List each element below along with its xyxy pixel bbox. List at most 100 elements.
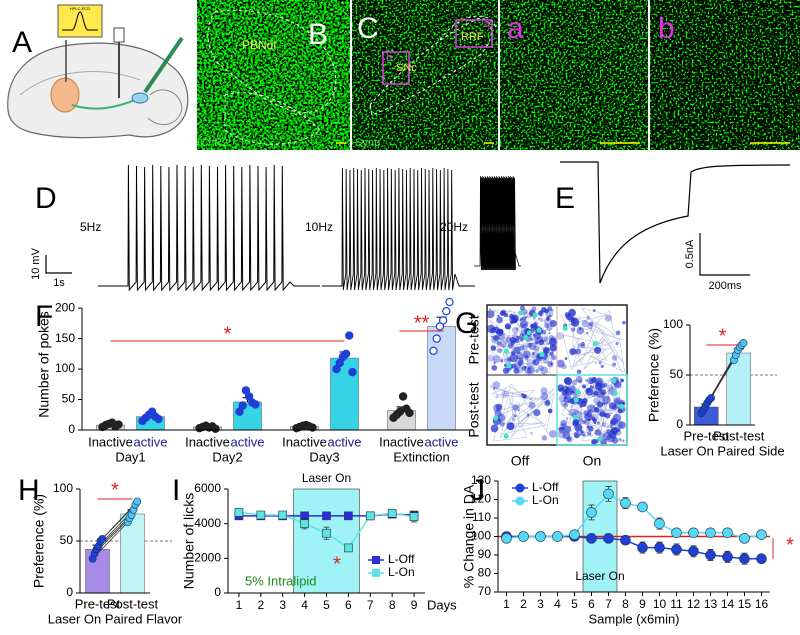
x-tick-label: 12 <box>687 597 701 611</box>
y-tick-label: 0 <box>676 417 683 431</box>
x-tick-label: 3 <box>537 597 544 611</box>
data-point <box>501 533 512 544</box>
data-point <box>344 543 353 553</box>
heatmap-blob <box>591 413 599 422</box>
heatmap-blob <box>538 339 545 345</box>
heatmap-blob <box>492 387 496 390</box>
heatmap-blob <box>600 388 607 396</box>
heatmap-blob <box>603 432 612 440</box>
shade-label: Laser On <box>575 569 624 583</box>
data-point <box>211 424 220 433</box>
box-label: a <box>484 18 491 30</box>
heatmap-blob <box>524 365 533 375</box>
heatmap-blob <box>615 427 621 433</box>
heatmap-blob <box>575 348 582 355</box>
y-tick-label: 50 <box>60 533 74 547</box>
heatmap-blob <box>513 346 521 355</box>
data-point <box>535 531 546 542</box>
heatmap-blob <box>526 413 530 417</box>
heatmap-blob <box>527 367 531 370</box>
x-tick-label: 4 <box>301 598 308 612</box>
heatmap-blob <box>588 425 594 432</box>
scale-bar <box>699 233 750 276</box>
heatmap-blob <box>544 323 550 329</box>
heatmap-blob <box>594 362 598 365</box>
significance-mark: * <box>719 325 727 347</box>
heatmap-blob <box>578 417 584 423</box>
heatmap-blob <box>615 341 619 346</box>
heatmap-blob <box>577 343 582 348</box>
data-point <box>671 527 682 539</box>
heatmap-blob <box>537 332 540 335</box>
data-point <box>322 528 331 538</box>
data-point <box>238 401 247 410</box>
heatmap-blob <box>570 405 573 408</box>
heatmap-blob <box>585 387 592 394</box>
panel-letter: A <box>12 26 32 59</box>
group-label: Day1 <box>115 449 145 464</box>
heatmap-blob <box>530 398 532 400</box>
panel-letter: I <box>172 474 180 507</box>
heatmap-hotspot <box>597 436 603 442</box>
micrograph <box>500 0 648 150</box>
heatmap-blob <box>495 403 503 411</box>
heatmap-blob <box>615 330 621 336</box>
x-axis-label: Laser On Paired Side <box>660 443 784 458</box>
group-label: Extinction <box>393 449 449 464</box>
heatmap-blob <box>597 421 600 424</box>
heatmap-blob <box>582 420 586 424</box>
row-label: Pre-test <box>466 315 482 364</box>
heatmap-blob <box>589 384 593 388</box>
heatmap-blob <box>604 314 612 322</box>
heatmap-blob <box>532 358 540 366</box>
heatmap-blob <box>611 404 618 411</box>
heatmap-blob <box>491 365 498 371</box>
panel-letter: B <box>308 18 328 51</box>
panel-letter: G <box>455 307 478 340</box>
heatmap-blob <box>518 362 522 367</box>
heatmap-blob <box>556 331 565 340</box>
y-tick-label: 0 <box>66 585 73 599</box>
heatmap-blob <box>569 348 577 356</box>
shade-region <box>293 488 360 594</box>
x-tick-label: 7 <box>367 598 374 612</box>
data-point <box>688 545 699 557</box>
x-tick-label: 4 <box>554 597 561 611</box>
heatmap-blob <box>516 352 525 360</box>
heatmap-blob <box>609 425 613 428</box>
heatmap-blob <box>563 402 569 408</box>
heatmap-blob <box>571 385 575 389</box>
heatmap-blob <box>542 330 547 335</box>
trace-label: 20Hz <box>440 220 468 234</box>
significance-mark: ** <box>414 312 430 334</box>
data-point <box>322 511 331 521</box>
x-tick-label: active <box>425 434 459 449</box>
heatmap-blob <box>540 387 548 395</box>
row-label: Post-test <box>466 382 482 437</box>
heatmap-blob <box>542 356 547 361</box>
heatmap-blob <box>532 328 535 331</box>
data-point <box>405 408 414 418</box>
heatmap-blob <box>570 318 580 327</box>
data-point <box>705 549 716 561</box>
data-point <box>518 531 529 542</box>
panel-c-a: a <box>500 0 648 150</box>
heatmap-blob <box>549 357 551 359</box>
heatmap-hotspot <box>575 389 581 395</box>
heatmap-blob <box>526 358 535 367</box>
heatmap-blob <box>566 436 573 443</box>
zoom-box <box>382 51 410 85</box>
heatmap-blob <box>547 306 553 311</box>
heatmap-blob <box>519 317 523 322</box>
data-point <box>341 349 351 359</box>
legend-marker <box>372 556 380 564</box>
group-label: Day2 <box>212 449 242 464</box>
y-tick-label: 120 <box>471 492 491 506</box>
heatmap-blob <box>500 359 504 363</box>
heatmap-blob <box>550 362 553 366</box>
heatmap-blob <box>506 422 515 431</box>
annotation: 5% Intralipid <box>245 573 317 588</box>
heatmap-blob <box>576 369 582 375</box>
trace-label: 10Hz <box>305 220 333 234</box>
